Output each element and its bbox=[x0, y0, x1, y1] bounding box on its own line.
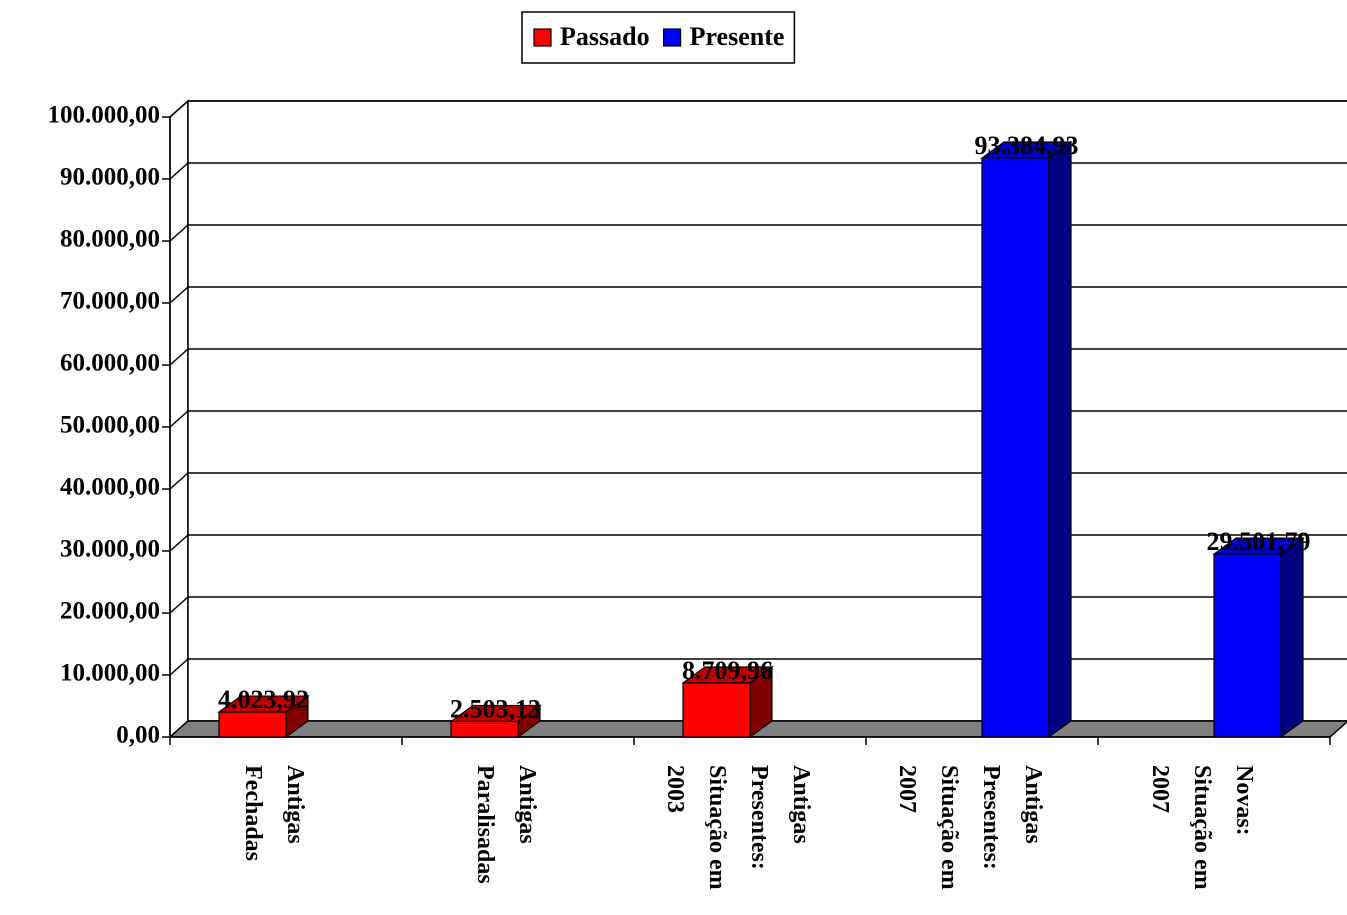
grid-line bbox=[169, 534, 189, 552]
y-tick-label: 50.000,00 bbox=[60, 412, 160, 439]
x-tick-label: Paralisadas bbox=[472, 765, 498, 884]
bar-side bbox=[1280, 536, 1304, 739]
y-tick-label: 90.000,00 bbox=[60, 164, 160, 191]
legend-swatch bbox=[533, 28, 552, 47]
bar bbox=[218, 711, 287, 738]
x-tick-label: Situação em bbox=[704, 765, 730, 890]
value-label: 4.023,92 bbox=[218, 685, 309, 714]
y-tick-label: 60.000,00 bbox=[60, 350, 160, 377]
grid-line bbox=[169, 100, 189, 118]
x-tick-label: Presentes: bbox=[746, 765, 772, 870]
x-tick-label: 2007 bbox=[894, 765, 920, 813]
y-tick-label: 10.000,00 bbox=[60, 660, 160, 687]
y-tick-label: 40.000,00 bbox=[60, 474, 160, 501]
grid-line bbox=[169, 348, 189, 366]
y-tick-label: 20.000,00 bbox=[60, 598, 160, 625]
grid-line bbox=[169, 162, 189, 180]
legend-label: Passado bbox=[560, 22, 650, 51]
value-label: 93.384,93 bbox=[975, 131, 1079, 160]
y-tick-label: 30.000,00 bbox=[60, 536, 160, 563]
bar bbox=[981, 157, 1050, 738]
value-label: 8.709,96 bbox=[682, 656, 773, 685]
x-tick-label: Novas: bbox=[1231, 765, 1257, 836]
bar bbox=[1213, 553, 1282, 738]
x-tick-label: Antigas bbox=[788, 765, 814, 844]
legend: Passado Presente bbox=[521, 11, 796, 64]
legend-swatch bbox=[662, 28, 682, 47]
x-tick-label: Antigas bbox=[1020, 765, 1046, 844]
grid-line bbox=[169, 286, 189, 304]
bar bbox=[682, 682, 751, 738]
grid-line bbox=[169, 472, 189, 490]
legend-label: Presente bbox=[690, 22, 785, 51]
grid-line bbox=[169, 224, 189, 242]
x-tick-label: Presentes: bbox=[978, 765, 1004, 870]
legend-box bbox=[521, 11, 796, 64]
y-tick-label: 80.000,00 bbox=[60, 226, 160, 253]
x-tick-label: 2003 bbox=[662, 765, 688, 813]
bar-side bbox=[1048, 140, 1072, 739]
x-tick-label: Situação em bbox=[1189, 765, 1215, 890]
x-tick-label: 2007 bbox=[1147, 765, 1173, 813]
grid-line bbox=[169, 658, 189, 676]
grid-line bbox=[169, 410, 189, 428]
y-tick-label: 0,00 bbox=[116, 722, 160, 749]
bar bbox=[450, 720, 519, 738]
x-tick-label: Situação em bbox=[936, 765, 962, 890]
value-label: 29.501,79 bbox=[1207, 527, 1311, 556]
value-label: 2.503,13 bbox=[450, 694, 541, 723]
y-tick-label: 100.000,00 bbox=[48, 102, 161, 129]
x-tick-label: Fechadas bbox=[240, 765, 266, 861]
grid-line bbox=[169, 596, 189, 614]
y-tick-label: 70.000,00 bbox=[60, 288, 160, 315]
x-tick-label: Antigas bbox=[282, 765, 308, 844]
x-tick-label: Antigas bbox=[514, 765, 540, 844]
